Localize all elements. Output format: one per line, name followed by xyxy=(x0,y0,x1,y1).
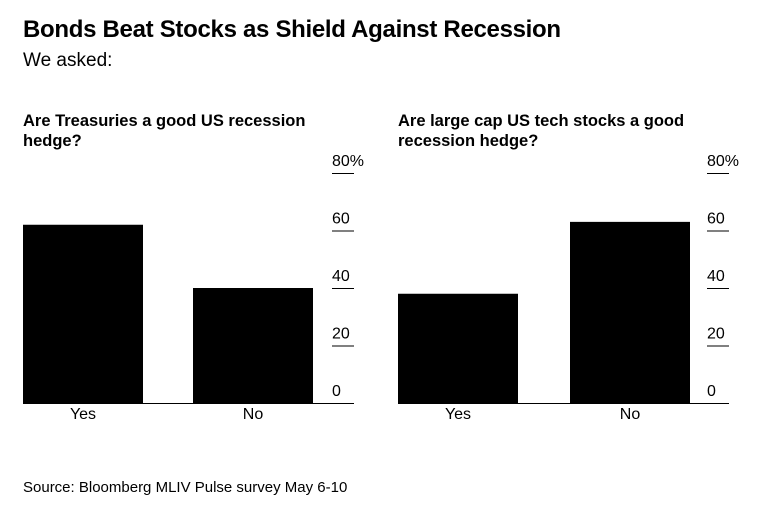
y-tick-label: 0 xyxy=(707,383,716,400)
panel-2-title: Are large cap US tech stocks a good rece… xyxy=(398,112,685,150)
x-tick-label: No xyxy=(620,406,641,423)
bar-no xyxy=(193,288,313,403)
y-tick-label: 20 xyxy=(332,326,350,343)
y-tick-label: 80% xyxy=(707,153,739,170)
bar-yes xyxy=(23,224,143,403)
x-tick-label: Yes xyxy=(445,406,471,423)
x-tick-label: No xyxy=(243,406,264,423)
chart-title: Bonds Beat Stocks as Shield Against Rece… xyxy=(23,16,561,43)
bar-yes xyxy=(398,293,518,403)
panel-1-title: Are Treasuries a good US recession hedge… xyxy=(23,112,306,150)
y-tick-label: 60 xyxy=(707,211,725,228)
source-note: Source: Bloomberg MLIV Pulse survey May … xyxy=(23,479,348,496)
y-tick-label: 40 xyxy=(707,268,725,285)
bar-no xyxy=(570,221,690,403)
y-tick-label: 0 xyxy=(332,383,341,400)
chart-subtitle: We asked: xyxy=(23,50,113,71)
y-tick-label: 20 xyxy=(707,326,725,343)
x-tick-label: Yes xyxy=(70,406,96,423)
y-tick-label: 80% xyxy=(332,153,364,170)
y-tick-label: 60 xyxy=(332,211,350,228)
y-tick-label: 40 xyxy=(332,268,350,285)
